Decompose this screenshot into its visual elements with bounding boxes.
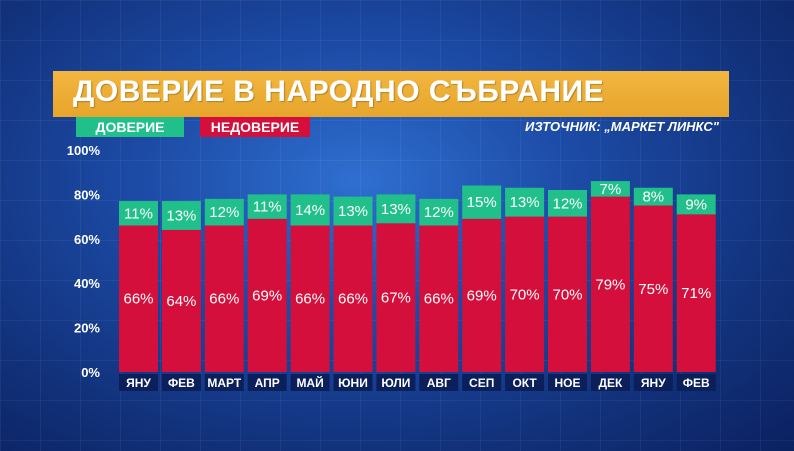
data-label-distrust: 71% <box>681 285 711 302</box>
category-label: МАРТ <box>207 376 242 390</box>
data-label-trust: 9% <box>685 196 707 213</box>
category-label: АПР <box>255 376 280 390</box>
bar-distrust <box>676 214 716 372</box>
bar-trust <box>548 189 587 217</box>
category-label: ФЕВ <box>168 376 195 390</box>
category-label: ОКТ <box>512 376 537 390</box>
category-label: ЯНУ <box>126 376 151 390</box>
data-label-distrust: 69% <box>252 287 282 304</box>
data-label-trust: 12% <box>424 204 454 221</box>
data-label-distrust: 69% <box>467 287 497 304</box>
category-label: СЕП <box>469 376 494 390</box>
category-label-bg <box>505 374 545 391</box>
bar-trust <box>590 181 630 197</box>
y-tick-label: 20% <box>74 321 100 336</box>
category-label-bg <box>161 374 201 391</box>
bar-distrust <box>119 225 158 372</box>
category-label-bg <box>633 374 673 391</box>
legend-distrust: НЕДОВЕРИЕ <box>200 117 310 137</box>
category-label-bg <box>548 374 587 391</box>
bar-distrust <box>333 225 373 372</box>
chart-title: ДОВЕРИЕ В НАРОДНО СЪБРАНИЕ <box>73 75 605 108</box>
category-label-bg <box>590 374 630 391</box>
legend-trust: ДОВЕРИЕ <box>76 117 184 137</box>
category-label-bg <box>333 374 373 391</box>
category-label-bg <box>419 374 459 391</box>
data-label-distrust: 66% <box>338 291 368 308</box>
data-label-distrust: 64% <box>166 293 196 310</box>
bar-distrust <box>505 216 545 372</box>
data-label-trust: 11% <box>253 199 282 216</box>
category-label-bg <box>676 374 716 391</box>
category-label: ДЕК <box>598 376 623 390</box>
category-label: НОЕ <box>554 376 580 390</box>
data-label-distrust: 79% <box>595 276 625 293</box>
bar-distrust <box>633 205 673 372</box>
data-label-trust: 13% <box>166 207 196 224</box>
data-label-distrust: 70% <box>510 286 540 303</box>
bar-trust <box>676 194 716 215</box>
bar-trust <box>462 185 502 219</box>
data-label-distrust: 67% <box>381 290 411 307</box>
category-label: ЮНИ <box>338 376 368 390</box>
category-label: МАЙ <box>296 375 323 390</box>
data-label-trust: 12% <box>209 204 239 221</box>
category-label-bg <box>204 374 244 391</box>
bar-distrust <box>204 225 244 372</box>
bar-distrust <box>462 218 502 372</box>
y-tick-label: 100% <box>67 143 101 158</box>
data-label-trust: 12% <box>552 195 582 212</box>
bar-trust <box>247 194 287 219</box>
bar-trust <box>505 187 545 217</box>
bar-distrust <box>247 218 287 372</box>
data-label-distrust: 66% <box>295 291 325 308</box>
bar-distrust <box>419 225 459 372</box>
category-label: ФЕВ <box>683 376 710 390</box>
data-label-distrust: 66% <box>424 291 454 308</box>
bar-trust <box>333 196 373 226</box>
bar-trust <box>204 198 244 226</box>
data-label-trust: 14% <box>295 202 325 219</box>
category-label-bg <box>247 374 287 391</box>
category-label: ЮЛИ <box>381 376 410 390</box>
title-bar: ДОВЕРИЕ В НАРОДНО СЪБРАНИЕ <box>53 71 729 117</box>
data-label-distrust: 66% <box>123 291 153 308</box>
data-label-distrust: 66% <box>209 291 239 308</box>
bar-distrust <box>376 223 416 372</box>
category-label-bg <box>376 374 416 391</box>
category-label-bg <box>290 374 330 391</box>
category-label: ЯНУ <box>641 376 666 390</box>
bar-trust <box>161 201 201 230</box>
category-label: АВГ <box>427 376 451 390</box>
data-label-trust: 13% <box>338 203 368 220</box>
y-tick-label: 60% <box>74 232 100 247</box>
y-tick-label: 80% <box>74 187 100 202</box>
bar-distrust <box>548 216 587 372</box>
data-label-trust: 13% <box>510 194 540 211</box>
y-tick-label: 40% <box>74 276 100 291</box>
bar-trust <box>290 194 330 226</box>
category-label-bg <box>119 374 158 391</box>
y-tick-label: 0% <box>81 365 100 380</box>
category-label-bg <box>462 374 502 391</box>
data-label-trust: 7% <box>600 181 622 198</box>
bar-trust <box>419 198 459 226</box>
bar-trust <box>119 201 158 226</box>
source-label: ИЗТОЧНИК: „МАРКЕТ ЛИНКС" <box>525 119 719 134</box>
bar-distrust <box>590 196 630 372</box>
bar-distrust <box>161 229 201 372</box>
data-label-distrust: 75% <box>638 281 668 298</box>
data-label-trust: 11% <box>124 205 153 222</box>
data-label-distrust: 70% <box>552 286 582 303</box>
data-label-trust: 15% <box>467 194 497 211</box>
bar-trust <box>633 187 673 206</box>
data-label-trust: 8% <box>642 189 664 206</box>
bar-distrust <box>290 225 330 372</box>
bar-trust <box>376 194 416 224</box>
data-label-trust: 13% <box>381 201 411 218</box>
